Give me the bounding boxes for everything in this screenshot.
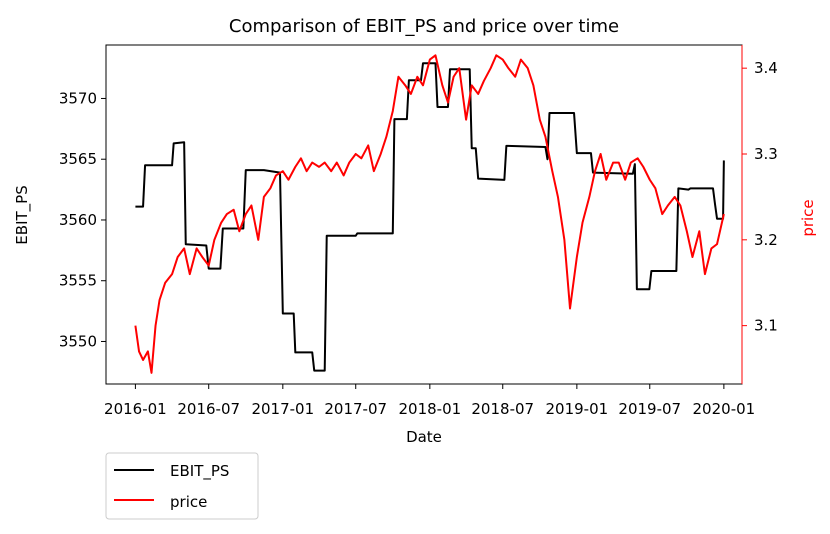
plot-frame: [105, 44, 743, 385]
x-tick-label: 2019-07: [618, 400, 681, 418]
y-left-tick-label: 3560: [59, 211, 97, 229]
y-right-tick-label: 3.4: [754, 59, 778, 77]
series-line-ebit-ps: [135, 62, 725, 372]
x-tick-label: 2019-01: [546, 400, 609, 418]
x-tick-label: 2017-01: [251, 400, 314, 418]
legend: EBIT_PS price: [105, 452, 259, 520]
y-axis-left: 3550 3555 3560 3565 3570: [59, 89, 106, 350]
x-axis-label: Date: [406, 428, 442, 446]
y-left-tick-label: 3555: [59, 272, 97, 290]
y-axis-left-label: EBIT_PS: [13, 185, 32, 244]
x-tick-label: 2018-07: [471, 400, 534, 418]
y-axis-right: 3.1 3.2 3.3 3.4: [742, 59, 778, 335]
legend-label-ebit-ps: EBIT_PS: [170, 462, 229, 481]
legend-label-price: price: [170, 493, 207, 511]
y-axis-right-label: price: [799, 199, 817, 236]
series-layer: [134, 54, 725, 374]
series-line-price: [134, 54, 725, 374]
x-tick-label: 2017-07: [324, 400, 387, 418]
y-right-tick-label: 3.2: [754, 231, 778, 249]
y-right-tick-label: 3.1: [754, 317, 778, 335]
x-tick-label: 2016-01: [104, 400, 167, 418]
x-tick-label: 2018-01: [398, 400, 461, 418]
x-axis: 2016-01 2016-07 2017-01 2017-07 2018-01 2018-…: [104, 384, 755, 418]
x-tick-label: 2016-07: [177, 400, 240, 418]
chart-title: Comparison of EBIT_PS and price over tim…: [229, 16, 619, 37]
y-left-tick-label: 3570: [59, 89, 97, 107]
y-right-tick-label: 3.3: [754, 145, 778, 163]
x-tick-label: 2020-01: [693, 400, 756, 418]
y-left-tick-label: 3550: [59, 332, 97, 350]
y-left-tick-label: 3565: [59, 150, 97, 168]
